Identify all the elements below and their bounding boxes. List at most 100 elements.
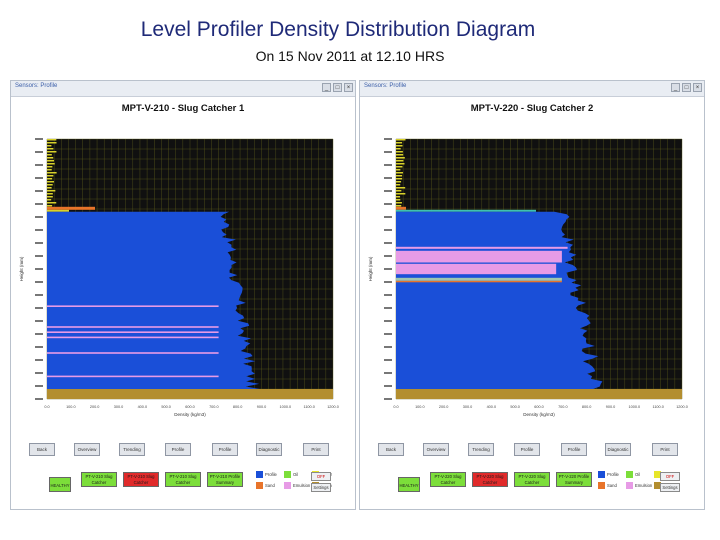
y-tick-label (35, 372, 43, 374)
legend-swatch (284, 482, 291, 489)
vapour-stripe (47, 172, 57, 174)
y-tick-label (384, 294, 392, 296)
vapour-stripe (47, 157, 54, 159)
slide-title: Level Profiler Density Distribution Diag… (140, 18, 536, 41)
vapour-stripe (47, 190, 56, 192)
x-tick-label: 800.0 (582, 405, 592, 409)
x-tick-label: 900.0 (606, 405, 616, 409)
vapour-stripe (396, 163, 405, 165)
back-button[interactable]: Back (378, 443, 404, 456)
nav-button-row: Back Overview Trending Profile Profile D… (378, 443, 678, 457)
y-tick-label (35, 294, 43, 296)
status-button-2[interactable]: PT-V-210 Slug Catcher (123, 472, 159, 487)
settings-button[interactable]: Settings (660, 483, 680, 492)
close-icon[interactable]: × (344, 83, 353, 92)
legend-swatch (598, 471, 605, 478)
y-tick-label (35, 281, 43, 283)
y-axis-label: Height (mm) (368, 256, 373, 281)
y-tick-label (35, 307, 43, 309)
y-tick-label (384, 281, 392, 283)
y-tick-label (384, 255, 392, 257)
status-button-1[interactable]: PT-V-220 Slug Catcher (430, 472, 466, 487)
status-healthy-button[interactable]: HEALTHY (49, 477, 71, 492)
legend-label: Sand (607, 483, 617, 488)
settings-button[interactable]: Settings (311, 483, 331, 492)
overview-button[interactable]: Overview (423, 443, 449, 456)
interface-line (47, 305, 219, 307)
status-button-4[interactable]: PT-V-210 Profile Summary (207, 472, 243, 487)
legend-label: Oil (293, 472, 299, 477)
y-tick-label (384, 320, 392, 322)
interface-line (396, 246, 568, 249)
y-tick-label (35, 216, 43, 218)
diagnostic-button[interactable]: Diagnostic (605, 443, 631, 456)
vapour-stripe (47, 142, 57, 144)
interface-line (47, 352, 219, 354)
status-button-2[interactable]: PT-V-220 Slug Catcher (472, 472, 508, 487)
back-button[interactable]: Back (29, 443, 55, 456)
status-healthy-button[interactable]: HEALTHY (398, 477, 420, 492)
x-tick-label: 500.0 (510, 405, 520, 409)
y-tick-label (35, 151, 43, 153)
overview-button[interactable]: Overview (74, 443, 100, 456)
legend-label: Oil (635, 472, 641, 477)
status-button-4[interactable]: PT-V-220 Profile Summary (556, 472, 592, 487)
vapour-stripe (396, 184, 401, 186)
x-tick-label: 100.0 (66, 405, 76, 409)
vapour-stripe (396, 166, 403, 168)
trending-button[interactable]: Trending (119, 443, 145, 456)
legend-swatch (256, 482, 263, 489)
foam-layer (47, 206, 95, 210)
vapour-stripe (396, 154, 404, 156)
diagnostic-button[interactable]: Diagnostic (256, 443, 282, 456)
minimize-icon[interactable]: _ (671, 83, 680, 92)
x-tick-label: 1200.0 (676, 405, 688, 409)
y-tick-label (35, 346, 43, 348)
vapour-stripe (47, 202, 57, 204)
y-tick-label (384, 216, 392, 218)
vapour-stripe (47, 184, 53, 186)
profile-button[interactable]: Profile (165, 443, 191, 456)
interface-line (47, 375, 219, 378)
trending-button[interactable]: Trending (468, 443, 494, 456)
legend: Profile Oil Sand Emulsion Water Foam (598, 467, 708, 493)
vapour-stripe (47, 169, 52, 171)
window-title: Sensors: Profile (15, 83, 58, 89)
vapour-stripe (396, 190, 402, 192)
legend-swatch (654, 482, 661, 489)
profile-button[interactable]: Profile (514, 443, 540, 456)
x-tick-label: 0.0 (393, 405, 398, 409)
vapour-stripe (47, 178, 53, 180)
legend-label: Profile (265, 472, 277, 477)
y-tick-label (384, 385, 392, 387)
print-button[interactable]: Print (652, 443, 678, 456)
vapour-stripe (396, 139, 406, 141)
maximize-icon[interactable]: □ (682, 83, 691, 92)
x-axis-label: Density (kg/m3) (523, 412, 555, 417)
status-button-3[interactable]: PT-V-220 Slug Catcher (514, 472, 550, 487)
profile-window-2: Sensors: Profile _ □ × MPT-V-220 - Slug … (359, 80, 705, 510)
profile-window-1: Sensors: Profile _ □ × MPT-V-210 - Slug … (10, 80, 356, 510)
status-button-1[interactable]: PT-V-210 Slug Catcher (81, 472, 117, 487)
status-button-3[interactable]: PT-V-210 Slug Catcher (165, 472, 201, 487)
legend-swatch (626, 482, 633, 489)
off-button[interactable]: OFF (660, 472, 680, 481)
off-button[interactable]: OFF (311, 472, 331, 481)
maximize-icon[interactable]: □ (333, 83, 342, 92)
vapour-stripe (47, 199, 52, 201)
vapour-stripe (396, 148, 401, 150)
y-tick-label (384, 164, 392, 166)
y-tick-label (384, 359, 392, 361)
profile-button-2[interactable]: Profile (212, 443, 238, 456)
close-icon[interactable]: × (693, 83, 702, 92)
x-tick-label: 700.0 (558, 405, 568, 409)
profile-button-2[interactable]: Profile (561, 443, 587, 456)
x-tick-label: 1100.0 (303, 405, 314, 409)
y-tick-label (384, 307, 392, 309)
chart-title: MPT-V-220 - Slug Catcher 2 (470, 103, 594, 114)
print-button[interactable]: Print (303, 443, 329, 456)
vapour-stripe (396, 142, 403, 144)
minimize-icon[interactable]: _ (322, 83, 331, 92)
vapour-stripe (47, 163, 55, 165)
vapour-stripe (396, 181, 402, 183)
